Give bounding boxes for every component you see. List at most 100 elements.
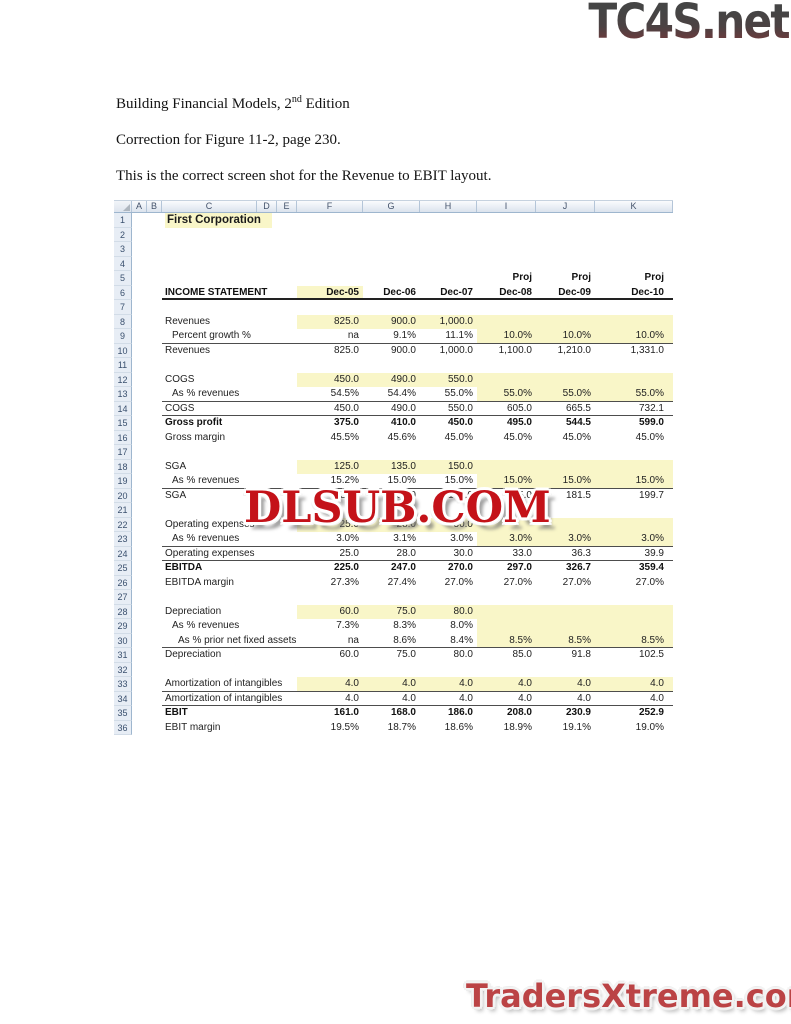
sheet-rows: 1 First Corporation 2 3 4 5 Proj Proj Proj 6 INCOM…	[114, 213, 673, 735]
intro-title: Building Financial Models, 2nd Edition	[116, 91, 491, 113]
cell-A6	[132, 286, 147, 301]
cell-J29	[536, 619, 595, 634]
cell-J15: 544.5	[565, 417, 591, 428]
sheet-row-25: 25 EBITDA 225.0 247.0 270.0 297.0 326.7 359.4	[114, 561, 673, 576]
row-number-18: 18	[114, 459, 132, 474]
sheet-row-13: 13 As % revenues 54.5% 54.4% 55.0% 55.0% 55.0%…	[114, 387, 673, 402]
row-number-5: 5	[114, 271, 132, 286]
cell-G35: 168.0	[390, 707, 416, 718]
cell-I33: 4.0	[477, 677, 536, 692]
cell-H15: 450.0	[447, 417, 473, 428]
column-header-K: K	[595, 201, 673, 212]
cell-G9: 9.1%	[363, 329, 420, 344]
cell-B31	[147, 648, 162, 663]
cell-J10: 1,210.0	[557, 344, 591, 356]
cell-G34: 4.0	[363, 692, 420, 706]
row-label-36: EBIT margin	[165, 721, 221, 733]
cell-G16: 45.6%	[387, 431, 416, 443]
cell-F29: 7.3%	[336, 620, 359, 631]
sheet-row-5: 5 Proj Proj Proj	[114, 271, 673, 286]
cell-J19: 15.0%	[536, 474, 595, 489]
cell-B18	[147, 460, 162, 475]
cell-B36	[147, 721, 162, 736]
cell-J7	[536, 300, 595, 315]
cell-H7	[420, 300, 477, 315]
cell-G24: 28.0	[363, 547, 420, 561]
cell-F36: 19.5%	[330, 721, 359, 733]
sheet-row-9: 9 Percent growth % na 9.1% 11.1% 10.0% 10.0% 10…	[114, 329, 673, 344]
cell-A22	[132, 518, 147, 533]
cell-G6: Dec-06	[363, 286, 420, 300]
cell-I26: 27.0%	[503, 576, 532, 588]
cell-B8	[147, 315, 162, 330]
cell-F7	[297, 300, 363, 315]
cell-F24: 25.0	[297, 547, 363, 561]
row-number-13: 13	[114, 387, 132, 402]
cell-F27	[297, 590, 363, 605]
cell-A23	[132, 532, 147, 547]
cell-A8	[132, 315, 147, 330]
cell-A15	[132, 416, 147, 431]
column-header-F: F	[297, 201, 363, 212]
cell-A16	[132, 431, 147, 446]
cell-K16: 45.0%	[635, 431, 664, 443]
cell-I22	[477, 517, 536, 532]
cell-I24: 33.0	[477, 547, 536, 561]
cell-H30: 8.4%	[420, 634, 477, 648]
cell-K17	[595, 445, 673, 460]
cell-J16: 45.0%	[562, 431, 591, 443]
cell-J32	[536, 663, 595, 678]
row-number-22: 22	[114, 517, 132, 532]
cell-K20: 199.7	[638, 489, 664, 501]
sheet-row-6: 6 INCOME STATEMENT Dec-05 Dec-06 Dec-07 Dec-0…	[114, 285, 673, 301]
sheet-row-35: 35 EBIT 161.0 168.0 186.0 208.0 230.9 252.9	[114, 706, 673, 721]
cell-I23: 3.0%	[477, 532, 536, 547]
cell-B20	[147, 489, 162, 504]
cell-A18	[132, 460, 147, 475]
row-label-29: As % revenues	[172, 620, 240, 631]
cell-H32	[420, 663, 477, 678]
cell-G27	[363, 590, 420, 605]
cell-I18	[477, 459, 536, 474]
cell-K5: Proj	[644, 272, 664, 283]
cell-K32	[595, 663, 673, 678]
cell-B1	[147, 213, 162, 228]
sheet-row-4: 4	[114, 256, 673, 272]
cell-K25: 359.4	[638, 562, 664, 573]
sheet-row-14: 14 COGS 450.0 490.0 550.0 605.0 665.5 732.1	[114, 401, 673, 416]
cell-H35: 186.0	[447, 707, 473, 718]
cell-J36: 19.1%	[562, 721, 591, 733]
cell-F15: 375.0	[333, 417, 359, 428]
column-header-G: G	[363, 201, 420, 212]
row-number-8: 8	[114, 314, 132, 329]
cell-J11	[536, 358, 595, 373]
cell-K12	[595, 372, 673, 387]
cell-K10: 1,331.0	[630, 344, 664, 356]
cell-F19: 15.2%	[297, 474, 363, 489]
row-number-10: 10	[114, 343, 132, 358]
cell-F9: na	[297, 329, 363, 344]
row-label-4	[162, 257, 297, 272]
sheet-row-10: 10 Revenues 825.0 900.0 1,000.0 1,100.0 1,210.…	[114, 343, 673, 358]
row-number-6: 6	[114, 285, 132, 300]
cell-H10: 1,000.0	[439, 344, 473, 356]
column-header-I: I	[477, 201, 536, 212]
cell-G22: 28.0	[363, 517, 420, 532]
cell-I20: 165.0	[506, 489, 532, 501]
column-header-C: C	[162, 201, 257, 212]
cell-G25: 247.0	[390, 562, 416, 573]
cell-I2	[477, 228, 536, 243]
cell-K21	[595, 503, 673, 518]
cell-F28: 60.0	[297, 604, 363, 619]
row-label-32	[162, 663, 297, 678]
cell-A20	[132, 489, 147, 504]
cell-G14: 490.0	[363, 402, 420, 416]
cell-J26: 27.0%	[562, 576, 591, 588]
cell-J17	[536, 445, 595, 460]
cell-I8	[477, 314, 536, 329]
cell-B19	[147, 474, 162, 489]
row-number-3: 3	[114, 242, 132, 257]
intro-title-suffix: Edition	[301, 96, 350, 112]
cell-B25	[147, 561, 162, 576]
cell-I30: 8.5%	[477, 633, 536, 648]
